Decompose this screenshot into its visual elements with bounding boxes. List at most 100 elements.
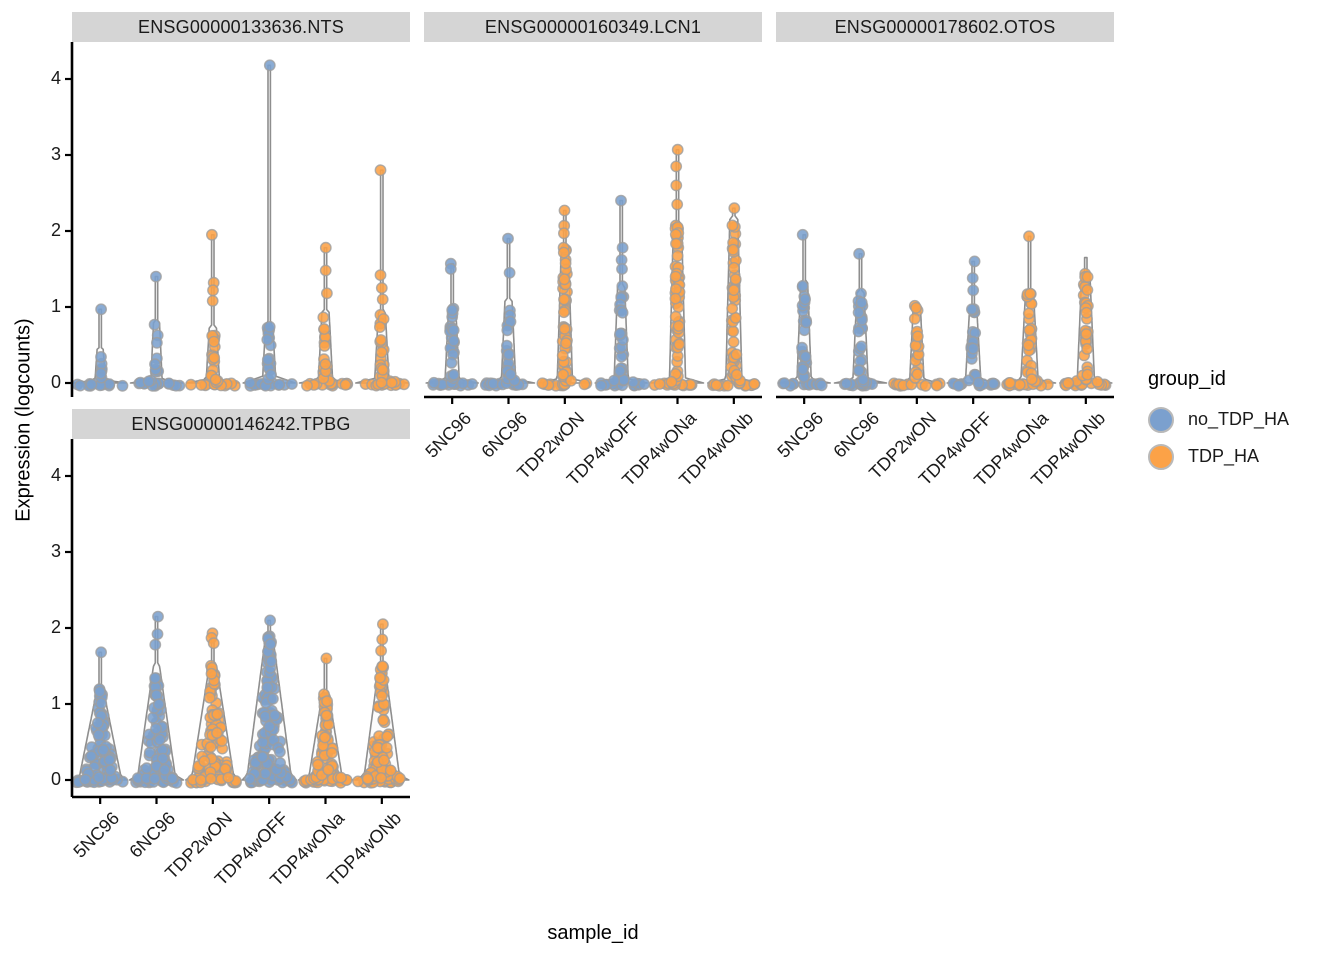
expression-point bbox=[317, 311, 330, 324]
expression-point bbox=[243, 773, 256, 785]
expression-point bbox=[95, 367, 107, 380]
expression-point bbox=[264, 614, 276, 627]
expression-point bbox=[380, 741, 393, 754]
expression-point bbox=[92, 729, 105, 741]
expression-point bbox=[91, 717, 104, 729]
expression-point bbox=[384, 764, 397, 777]
y-tick-label: 0 bbox=[50, 372, 61, 392]
expression-point bbox=[204, 741, 217, 753]
expression-point bbox=[855, 340, 868, 353]
expression-point bbox=[274, 757, 286, 769]
expression-point bbox=[244, 376, 257, 389]
expression-point bbox=[638, 378, 650, 390]
expression-point bbox=[560, 337, 572, 350]
expression-point bbox=[557, 246, 570, 259]
expression-point bbox=[1022, 307, 1035, 320]
expression-point bbox=[466, 378, 479, 390]
violin-TDP2wON bbox=[184, 228, 241, 392]
expression-point bbox=[1080, 328, 1093, 340]
facet-strip-tpbg: ENSG00000146242.TPBG bbox=[72, 409, 410, 439]
expression-point bbox=[158, 764, 171, 776]
violin-TDP4wOFF bbox=[241, 614, 298, 789]
expression-point bbox=[318, 731, 331, 744]
expression-point bbox=[427, 376, 440, 389]
violin-TDP4wONa bbox=[298, 241, 354, 392]
expression-point bbox=[972, 376, 985, 389]
y-tick-label: 1 bbox=[50, 296, 61, 316]
expression-point bbox=[558, 306, 570, 319]
expression-point bbox=[616, 306, 629, 319]
violin-TDP4wONb bbox=[1059, 256, 1113, 392]
expression-point bbox=[797, 363, 809, 376]
expression-point bbox=[374, 164, 387, 177]
expression-point bbox=[195, 379, 208, 391]
expression-point bbox=[911, 330, 924, 343]
expression-point bbox=[149, 672, 162, 684]
expression-point bbox=[1023, 230, 1035, 243]
expression-point bbox=[558, 204, 571, 217]
expression-point bbox=[1081, 270, 1094, 283]
violin-TDP4wOFF bbox=[946, 255, 1001, 392]
expression-point bbox=[374, 334, 387, 346]
expression-point bbox=[578, 378, 591, 391]
expression-point bbox=[670, 160, 683, 173]
facet-panel-3 bbox=[70, 610, 410, 789]
expression-point bbox=[670, 237, 682, 250]
y-tick-label: 2 bbox=[50, 617, 61, 637]
expression-point bbox=[616, 280, 629, 293]
expression-point bbox=[852, 306, 865, 319]
legend-title: group_id bbox=[1148, 368, 1226, 390]
expression-point bbox=[728, 202, 741, 215]
expression-point bbox=[259, 767, 272, 780]
expression-point bbox=[556, 349, 569, 362]
expression-point bbox=[1081, 342, 1094, 355]
expression-point bbox=[952, 379, 965, 392]
y-tick-label: 4 bbox=[50, 68, 61, 88]
expression-point bbox=[156, 752, 169, 765]
expression-point bbox=[503, 266, 516, 279]
expression-point bbox=[335, 771, 347, 784]
expression-point bbox=[376, 618, 389, 631]
expression-point bbox=[381, 730, 394, 743]
facet-strip-lcn1: ENSG00000160349.LCN1 bbox=[424, 12, 762, 42]
expression-point bbox=[374, 671, 386, 684]
expression-point bbox=[536, 377, 549, 390]
expression-point bbox=[671, 249, 684, 262]
expression-point bbox=[93, 685, 106, 698]
expression-point bbox=[815, 379, 828, 392]
expression-point bbox=[557, 368, 569, 381]
expression-point bbox=[966, 272, 979, 284]
expression-point bbox=[149, 358, 161, 371]
expression-point bbox=[608, 374, 620, 387]
expression-point bbox=[377, 714, 390, 727]
expression-point bbox=[558, 322, 571, 335]
expression-point bbox=[149, 638, 162, 651]
expression-point bbox=[565, 374, 577, 387]
violin-TDP4wONb bbox=[355, 164, 410, 392]
expression-point bbox=[150, 722, 162, 735]
expression-point bbox=[727, 243, 740, 256]
expression-point bbox=[796, 279, 809, 292]
violin-TDP4wOFF bbox=[242, 59, 298, 392]
expression-point bbox=[444, 263, 457, 275]
facet-title: ENSG00000160349.LCN1 bbox=[484, 16, 702, 37]
expression-point bbox=[966, 303, 978, 316]
expression-point bbox=[85, 378, 98, 391]
expression-point bbox=[376, 660, 389, 673]
expression-point bbox=[261, 333, 274, 346]
expression-point bbox=[778, 377, 791, 390]
expression-point bbox=[143, 746, 156, 759]
violin-6NC96 bbox=[128, 610, 185, 789]
expression-point bbox=[1081, 368, 1094, 381]
expression-point bbox=[653, 378, 666, 390]
expression-point bbox=[207, 335, 220, 348]
expression-point bbox=[150, 270, 162, 283]
legend-label: TDP_HA bbox=[1188, 446, 1260, 466]
expression-point bbox=[673, 338, 686, 351]
violin-TDP2wON bbox=[185, 627, 242, 789]
expression-point bbox=[209, 373, 222, 386]
expression-point bbox=[728, 261, 740, 274]
violin-5NC96 bbox=[71, 303, 129, 392]
expression-point bbox=[967, 284, 980, 297]
expression-point bbox=[207, 637, 220, 650]
